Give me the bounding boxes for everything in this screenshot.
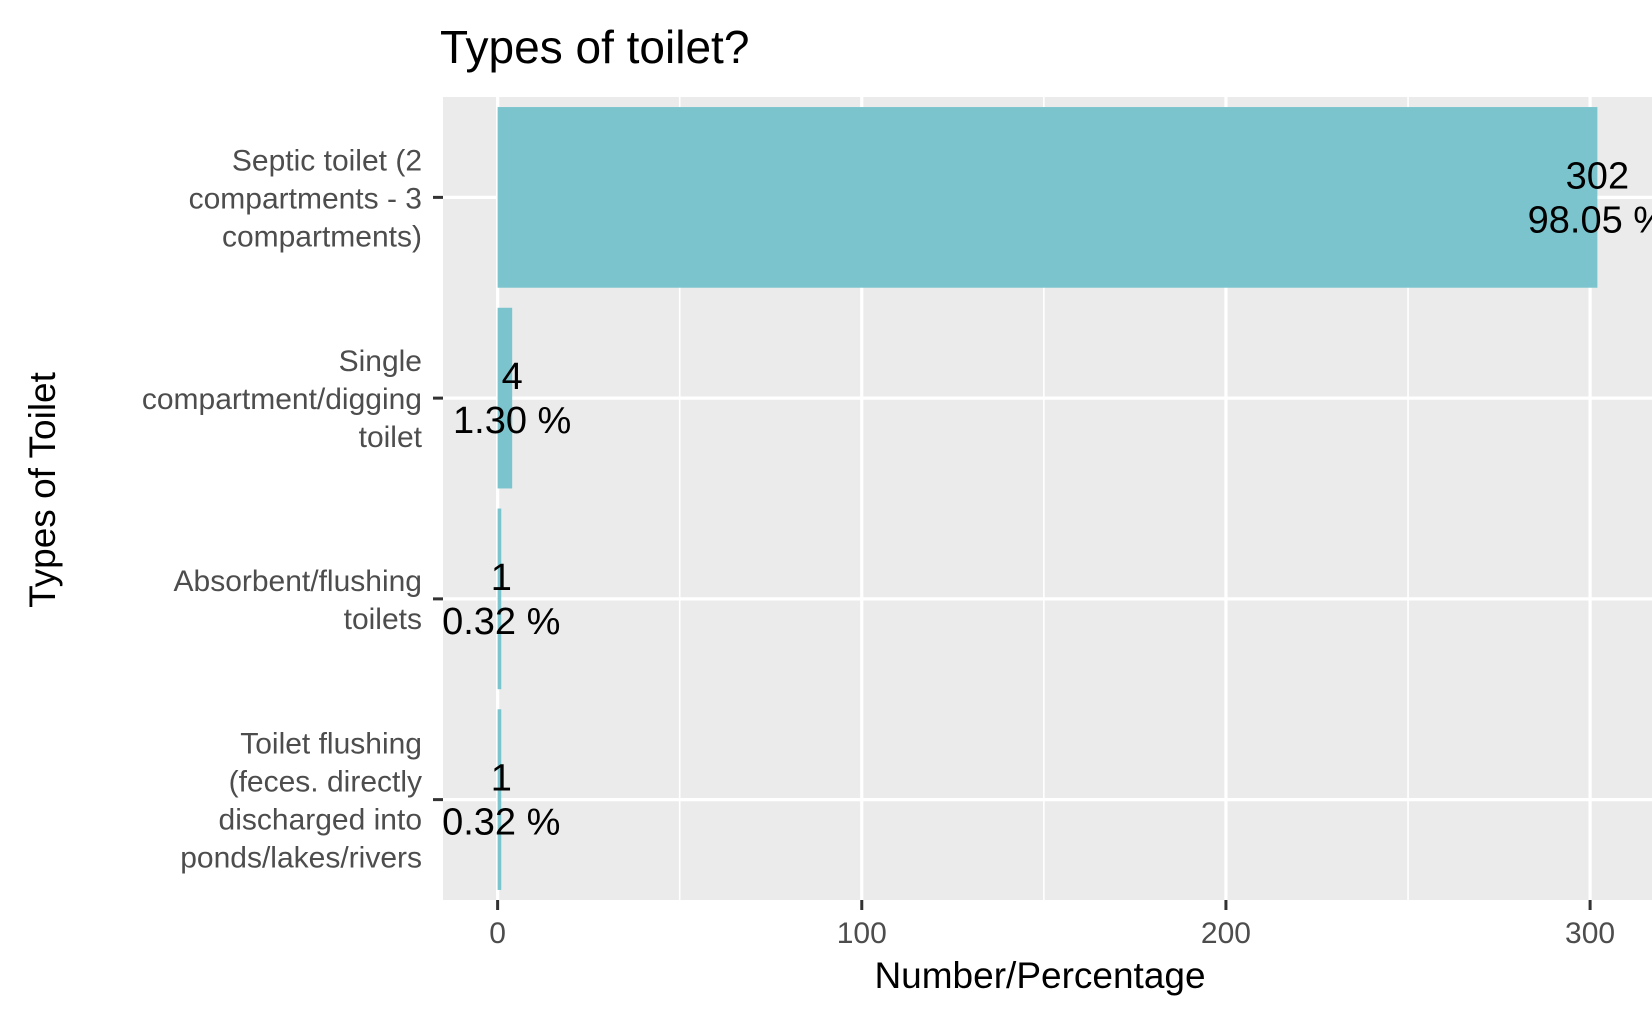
x-tick-label: 100 [837,917,887,950]
x-axis: 0 100 200 300 [489,900,1615,950]
y-tick-label: ponds/lakes/rivers [180,842,422,875]
x-axis-title: Number/Percentage [874,955,1205,996]
y-tick-label: compartment/digging [142,383,422,416]
bar [497,307,513,489]
x-tick-label: 300 [1565,917,1615,950]
data-label: 98.05 % [1528,199,1652,241]
y-tick-label: Absorbent/flushing [174,565,423,598]
bars [497,107,1598,890]
y-tick-label: compartments - 3 [189,182,422,215]
y-tick-label: (feces. directly [229,766,422,799]
y-tick-label: Single [339,345,422,378]
y-tick-label: toilets [344,603,422,636]
data-label: 1 [491,758,512,800]
x-tick-label: 200 [1201,917,1251,950]
data-label: 0.32 % [442,802,560,844]
x-tick-label: 0 [489,917,506,950]
bar [497,107,1598,288]
chart-title: Types of toilet? [440,21,749,73]
bar [497,709,502,890]
data-label: 302 [1566,155,1629,197]
y-tick-label: compartments) [222,220,422,253]
y-axis-title: Types of Toilet [22,371,63,608]
y-tick-label: discharged into [219,804,422,837]
y-tick-label: Septic toilet (2 [232,144,422,177]
data-label: 4 [502,356,523,398]
y-axis: Septic toilet (2 compartments - 3 compartm… [142,144,443,875]
data-label: 0.32 % [442,601,560,643]
y-tick-label: toilet [359,421,423,454]
data-label: 1 [491,557,512,599]
bar [497,508,502,690]
y-tick-label: Toilet flushing [240,728,422,761]
data-label: 1.30 % [453,400,571,442]
